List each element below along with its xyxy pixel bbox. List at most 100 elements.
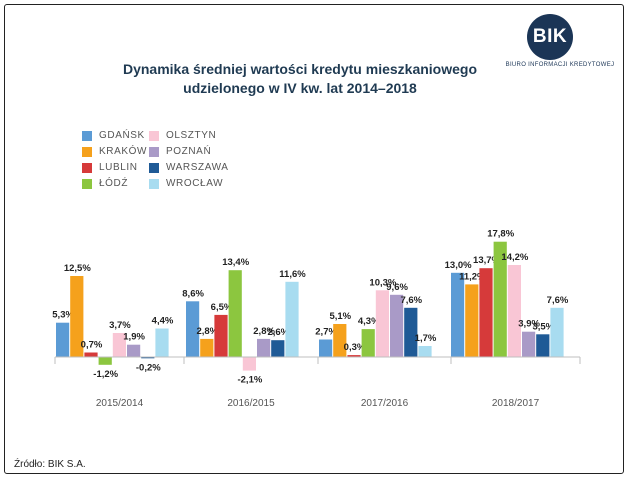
bar [507,265,521,357]
bar [479,268,493,357]
bar [536,334,550,357]
legend-item: LUBLIN [82,162,138,173]
data-label: 2,8% [253,326,275,337]
data-label: 3,5% [532,321,554,332]
data-label: 4,3% [358,316,380,327]
legend-label: LUBLIN [99,162,138,173]
data-label: 1,7% [415,333,437,344]
logo-mark: BIK [527,14,573,60]
bar [375,290,389,357]
legend-item: KRAKÓW [82,146,147,157]
data-label: 5,1% [329,311,351,322]
legend-swatch [82,146,92,157]
bar [127,344,141,357]
bar [347,355,361,357]
legend-label: POZNAŃ [166,146,212,157]
data-label: 7,6% [400,295,422,306]
bar [112,333,126,357]
legend-swatch [82,130,92,141]
logo-subtitle: BIURO INFORMACJI KREDYTOWEJ [505,62,615,68]
bar [465,284,479,357]
legend-label: ŁÓDŹ [99,178,129,189]
data-label: 0,7% [81,340,103,351]
legend-swatch [82,162,92,173]
bar [418,346,432,357]
bar [319,339,333,357]
bar [404,307,418,357]
bar [214,314,228,357]
source-note: Źródło: BIK S.A. [14,459,86,470]
data-label: 6,5% [211,302,233,313]
data-label: 14,2% [501,252,528,263]
legend-label: GDAŃSK [99,130,145,141]
x-tick-label: 2018/2017 [492,398,540,409]
data-label: 13,0% [445,260,472,271]
chart-frame [4,4,624,474]
bar [242,357,256,371]
bar [141,357,155,359]
bar [550,307,564,357]
legend-item: OLSZTYN [149,130,216,141]
data-label: 11,2% [459,271,486,282]
bar [361,329,375,357]
bar [186,301,200,357]
data-label: 0,3% [344,342,366,353]
legend-swatch [149,146,159,157]
data-label: 10,3% [369,277,396,288]
data-label: 8,6% [182,288,204,299]
bar [228,270,242,357]
bar [56,322,70,357]
data-label: 3,7% [109,320,131,331]
chart-title-line-2: udzielonego w IV kw. lat 2014–2018 [183,80,417,96]
bar [333,324,347,357]
chart-title: Dynamika średniej wartości kredytu miesz… [100,60,500,98]
data-label: 2,7% [315,327,337,338]
bar [84,352,98,357]
legend-item: WARSZAWA [149,162,229,173]
legend-item: WROCŁAW [149,178,223,189]
data-label: 7,6% [547,295,569,306]
chart-title-line-1: Dynamika średniej wartości kredytu miesz… [122,61,478,77]
legend-swatch [149,162,159,173]
bar [493,241,507,357]
data-label: 12,5% [64,263,91,274]
data-label: 2,6% [267,327,289,338]
legend-label: KRAKÓW [99,146,148,157]
legend-swatch [149,130,159,141]
data-label: 13,7% [473,255,500,266]
bar [271,340,285,357]
data-label: 13,4% [222,257,249,268]
data-label: 5,3% [52,310,74,321]
legend-label: WARSZAWA [166,162,229,173]
legend-swatch [149,178,159,189]
data-label: 4,4% [152,316,174,327]
legend-label: OLSZTYN [166,130,217,141]
bar [98,357,112,365]
bik-logo: BIK BIURO INFORMACJI KREDYTOWEJ [505,14,615,74]
legend-item: POZNAŃ [149,146,211,157]
bar [451,272,465,357]
bar [155,328,169,357]
data-label: -2,1% [237,375,262,386]
bar [285,281,299,357]
data-label: 9,6% [386,282,408,293]
legend-item: GDAŃSK [82,130,145,141]
data-label: 11,6% [279,269,306,280]
data-label: 3,9% [518,319,540,330]
data-label: 2,8% [196,326,218,337]
x-tick-label: 2015/2014 [96,398,144,409]
legend-swatch [82,178,92,189]
bar [522,331,536,357]
legend-item: ŁÓDŹ [82,178,128,189]
data-label: 17,8% [487,229,514,240]
bar [200,338,214,357]
data-label: 1,9% [123,332,145,343]
x-tick-label: 2016/2015 [227,398,275,409]
bar [70,276,84,357]
legend-label: WROCŁAW [166,178,224,189]
data-label: -0,2% [136,362,161,373]
data-label: -1,2% [93,369,118,380]
bar [390,294,404,357]
bar [257,338,271,357]
